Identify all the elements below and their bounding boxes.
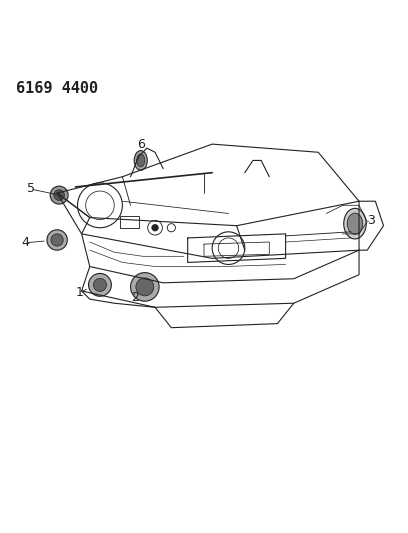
Circle shape [54,190,64,200]
Ellipse shape [344,208,366,239]
Circle shape [51,234,63,246]
Text: 1: 1 [75,286,84,299]
Ellipse shape [137,154,145,167]
Text: 6169 4400: 6169 4400 [16,81,98,96]
Circle shape [47,230,67,250]
Text: 2: 2 [131,290,139,304]
Text: 3: 3 [367,214,375,227]
Text: 6: 6 [137,138,145,151]
Text: 5: 5 [27,182,35,196]
Text: 4: 4 [21,236,29,249]
Circle shape [136,278,154,296]
Ellipse shape [347,213,363,235]
Circle shape [131,272,159,301]
Circle shape [89,273,111,296]
FancyBboxPatch shape [120,216,139,228]
Ellipse shape [134,151,147,170]
Circle shape [93,278,106,292]
Circle shape [50,186,68,204]
Circle shape [152,224,158,231]
